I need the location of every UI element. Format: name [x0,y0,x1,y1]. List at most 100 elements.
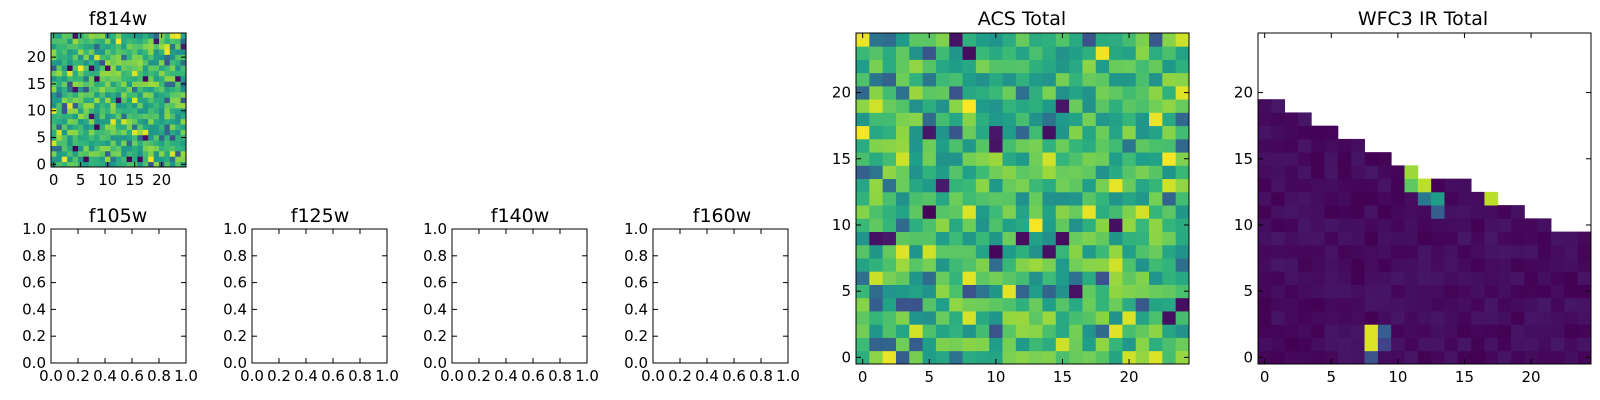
heatmap-cell-f814w [61,49,68,55]
heatmap-cell-f814w [121,118,127,125]
heatmap-cell-f814w [121,129,127,136]
heatmap-cell-f814w [115,156,122,163]
heatmap-cell-f814w [132,150,138,157]
heatmap-cell-f814w [115,102,122,109]
heatmap-cell-acs-total [1042,152,1057,166]
y-tick-label: 20 [27,48,46,66]
heatmap-cell-f814w [169,65,176,71]
heatmap-cell-f814w [56,156,63,163]
heatmap-cell-acs-total [1042,297,1057,312]
heatmap-cell-wfc3-ir-total [1431,258,1445,272]
heatmap-cell-acs-total [1122,258,1137,272]
heatmap-cell-f814w [78,49,84,55]
heatmap-cell-f814w [175,59,181,66]
heatmap-cell-f814w [126,86,133,93]
heatmap-cell-wfc3-ir-total [1537,244,1552,259]
heatmap-cell-f814w [105,38,111,45]
heatmap-cell-acs-total [1175,218,1190,232]
heatmap-cell-f814w [159,70,165,77]
heatmap-cell-acs-total [1015,59,1030,74]
heatmap-cell-acs-total [935,271,950,285]
heatmap-cell-acs-total [856,271,870,285]
heatmap-cell-acs-total [882,72,897,87]
heatmap-cell-acs-total [1095,205,1110,219]
heatmap-cell-f814w [61,65,68,71]
heatmap-cell-f814w [94,129,100,136]
heatmap-cell-acs-total [1175,59,1190,74]
heatmap-cell-f814w [115,140,122,146]
heatmap-cell-f814w [83,54,90,61]
heatmap-cell-wfc3-ir-total [1444,284,1459,299]
heatmap-cell-acs-total [1029,178,1043,193]
heatmap-cell-f814w [94,145,100,152]
heatmap-cell-f814w [51,91,57,98]
heatmap-cell-acs-total [989,165,1003,180]
heatmap-cell-f814w [169,140,176,146]
heatmap-cell-wfc3-ir-total [1551,244,1565,259]
heatmap-cell-wfc3-ir-total [1337,152,1352,166]
heatmap-cell-acs-total [1029,324,1043,338]
heatmap-cell-wfc3-ir-total [1337,138,1352,153]
heatmap-cell-acs-total [975,244,990,259]
heatmap-cell-f814w [137,75,144,82]
heatmap-cell-f814w [148,113,154,120]
heatmap-cell-wfc3-ir-total [1351,218,1365,232]
heatmap-cell-wfc3-ir-total [1297,271,1312,285]
heatmap-cell-f814w [88,140,95,146]
heatmap-cell-f814w [169,118,176,125]
heatmap-cell-acs-total [869,125,884,140]
heatmap-cell-acs-total [949,324,963,338]
heatmap-cell-acs-total [882,59,897,74]
heatmap-cell-f814w [88,124,95,130]
heatmap-cell-wfc3-ir-total [1271,350,1286,365]
heatmap-cell-wfc3-ir-total [1444,178,1459,193]
heatmap-cell-f814w [78,65,84,71]
heatmap-cell-wfc3-ir-total [1391,191,1405,206]
heatmap-cell-f814w [132,124,138,130]
heatmap-cell-acs-total [1069,244,1083,259]
heatmap-cell-wfc3-ir-total [1324,218,1339,232]
heatmap-cell-acs-total [1175,324,1190,338]
heatmap-cell-wfc3-ir-total [1391,165,1405,180]
heatmap-cell-f814w [126,102,133,109]
heatmap-cell-acs-total [1095,112,1110,127]
heatmap-cell-acs-total [1162,33,1177,47]
heatmap-cell-wfc3-ir-total [1484,231,1499,246]
heatmap-cell-acs-total [1135,46,1150,60]
heatmap-cell-acs-total [1135,284,1150,299]
heatmap-cell-f814w [121,156,127,163]
heatmap-cell-wfc3-ir-total [1271,258,1286,272]
heatmap-cell-f814w [67,124,73,130]
heatmap-cell-acs-total [922,350,937,365]
heatmap-cell-acs-total [1082,125,1097,140]
heatmap-cell-wfc3-ir-total [1417,324,1432,338]
heatmap-cell-acs-total [962,99,977,113]
heatmap-cell-f814w [78,70,84,77]
heatmap-cell-wfc3-ir-total [1391,178,1405,193]
heatmap-cell-f814w [159,150,165,157]
heatmap-cell-acs-total [989,350,1003,365]
heatmap-cell-f814w [148,124,154,130]
heatmap-cell-wfc3-ir-total [1377,297,1392,312]
heatmap-cell-f814w [115,161,122,168]
heatmap-cell-acs-total [1029,112,1043,127]
heatmap-cell-f814w [164,129,171,136]
heatmap-cell-f814w [159,91,165,98]
heatmap-cell-wfc3-ir-total [1524,297,1539,312]
heatmap-cell-wfc3-ir-total [1337,337,1352,352]
heatmap-cell-acs-total [1082,271,1097,285]
heatmap-cell-acs-total [1069,33,1083,47]
heatmap-cell-f814w [105,150,111,157]
heatmap-cell-acs-total [922,231,937,246]
heatmap-cell-f814w [51,97,57,104]
x-tick-label: 0.8 [749,367,773,385]
heatmap-cell-acs-total [1029,46,1043,60]
heatmap-cell-acs-total [1069,271,1083,285]
heatmap-cell-f814w [137,161,144,168]
heatmap-cell-acs-total [1042,258,1057,272]
heatmap-cell-wfc3-ir-total [1497,231,1512,246]
heatmap-cell-acs-total [949,178,963,193]
heatmap-cell-wfc3-ir-total [1311,138,1325,153]
heatmap-cell-wfc3-ir-total [1417,231,1432,246]
heatmap-cell-acs-total [949,231,963,246]
